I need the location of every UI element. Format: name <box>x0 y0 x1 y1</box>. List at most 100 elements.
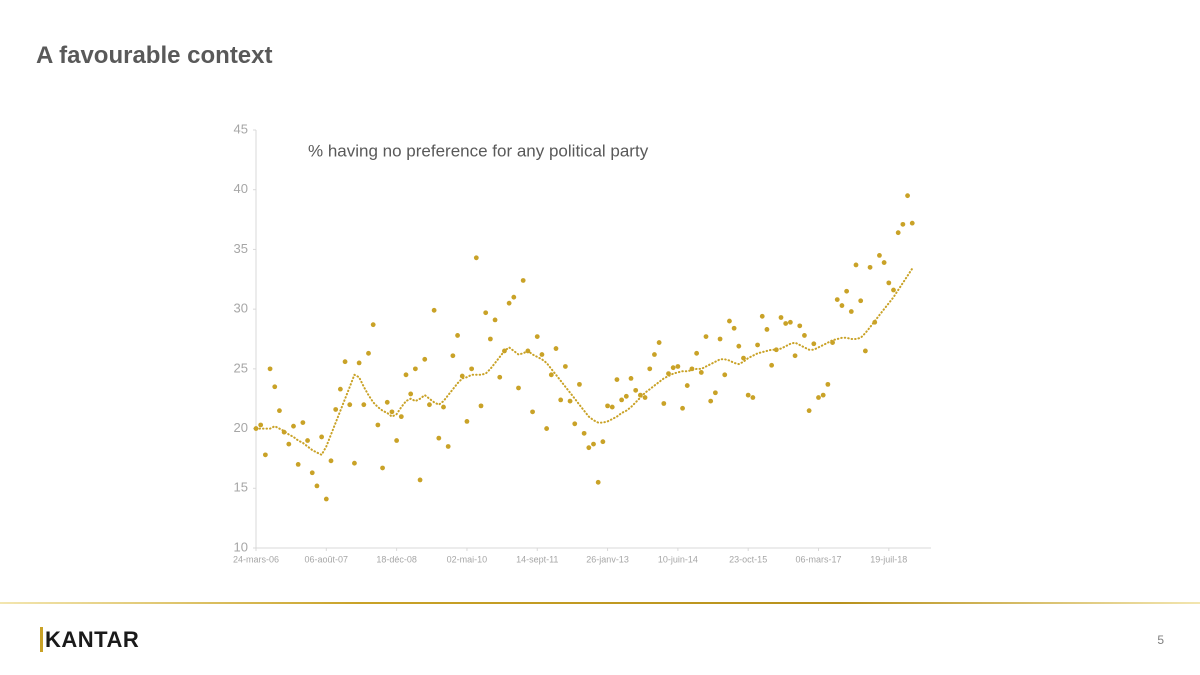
data-point <box>731 325 737 331</box>
data-point <box>389 409 395 415</box>
x-tick-label: 06-mars-17 <box>795 554 841 564</box>
data-point <box>862 348 868 354</box>
data-point <box>295 462 301 467</box>
data-point <box>619 397 625 403</box>
data-point <box>441 404 446 410</box>
data-point <box>816 395 821 400</box>
data-point <box>562 364 568 369</box>
data-point <box>291 423 296 429</box>
slide-title: A favourable context <box>36 42 273 69</box>
data-point <box>712 390 718 396</box>
data-point <box>323 496 329 502</box>
x-tick-label: 18-déc-08 <box>376 554 417 564</box>
data-point <box>319 434 325 440</box>
data-point <box>394 438 400 443</box>
x-tick-label: 10-juin-14 <box>658 554 698 564</box>
data-point <box>783 321 789 326</box>
data-point <box>825 381 831 387</box>
data-point <box>408 391 414 397</box>
data-point <box>567 398 573 404</box>
x-tick-label: 02-mai-10 <box>447 554 488 564</box>
data-point <box>267 366 273 372</box>
y-tick-label: 25 <box>234 360 248 375</box>
data-point <box>802 333 807 338</box>
data-point <box>483 310 489 316</box>
data-point <box>581 430 587 436</box>
data-point <box>548 372 554 378</box>
data-point <box>877 253 882 258</box>
data-point <box>305 438 310 443</box>
data-point <box>694 350 700 356</box>
data-point <box>384 399 390 405</box>
y-tick-label: 35 <box>234 241 248 256</box>
data-point <box>262 452 268 458</box>
data-point <box>708 398 714 404</box>
data-point <box>614 377 620 383</box>
data-point <box>867 264 873 270</box>
data-point <box>764 327 770 332</box>
data-point <box>361 402 367 408</box>
data-point <box>853 262 859 268</box>
data-point <box>258 422 264 428</box>
data-point <box>750 395 756 400</box>
data-point <box>839 303 845 308</box>
data-point <box>741 355 746 361</box>
data-point <box>342 359 348 365</box>
data-point <box>370 322 376 328</box>
y-tick-label: 30 <box>234 301 248 316</box>
data-point <box>516 385 521 391</box>
data-point <box>595 479 601 485</box>
data-point <box>652 352 657 357</box>
data-point <box>375 422 381 428</box>
data-point <box>881 260 887 265</box>
data-point <box>698 370 704 375</box>
data-point <box>717 336 723 342</box>
data-point <box>769 362 775 368</box>
data-point <box>844 288 850 294</box>
logo-text: KANTAR <box>40 627 140 652</box>
data-point <box>787 319 793 325</box>
data-point <box>727 318 732 324</box>
data-point <box>722 372 728 378</box>
data-point <box>703 334 709 340</box>
data-point <box>333 407 339 412</box>
data-point <box>412 366 418 372</box>
data-point <box>858 298 864 304</box>
data-point <box>909 220 915 226</box>
data-point <box>314 483 320 489</box>
data-point <box>380 465 385 471</box>
data-point <box>811 341 817 347</box>
data-point <box>366 350 371 356</box>
data-point <box>656 340 662 345</box>
data-point <box>745 392 751 398</box>
data-point <box>455 333 460 338</box>
data-point <box>680 405 685 411</box>
y-tick-label: 40 <box>234 181 248 196</box>
data-point <box>572 421 578 427</box>
data-point <box>427 402 432 408</box>
data-point <box>755 342 760 348</box>
y-tick-label: 15 <box>234 480 248 495</box>
data-point <box>328 458 334 464</box>
data-point <box>300 420 306 425</box>
y-tick-label: 10 <box>234 539 248 554</box>
data-point <box>675 364 681 369</box>
data-point <box>352 460 357 466</box>
data-point <box>792 353 798 359</box>
data-point <box>337 386 343 392</box>
data-point <box>506 300 512 306</box>
data-point <box>820 392 826 398</box>
divider <box>0 602 1200 604</box>
data-point <box>647 366 653 372</box>
data-point <box>806 408 812 414</box>
data-point <box>642 395 648 400</box>
data-point <box>900 221 906 227</box>
data-point <box>539 352 545 357</box>
data-point <box>398 414 404 420</box>
x-tick-label: 06-août-07 <box>305 554 349 564</box>
data-point <box>534 334 540 340</box>
data-point <box>628 376 634 381</box>
data-point <box>464 419 470 424</box>
data-point <box>895 230 901 236</box>
